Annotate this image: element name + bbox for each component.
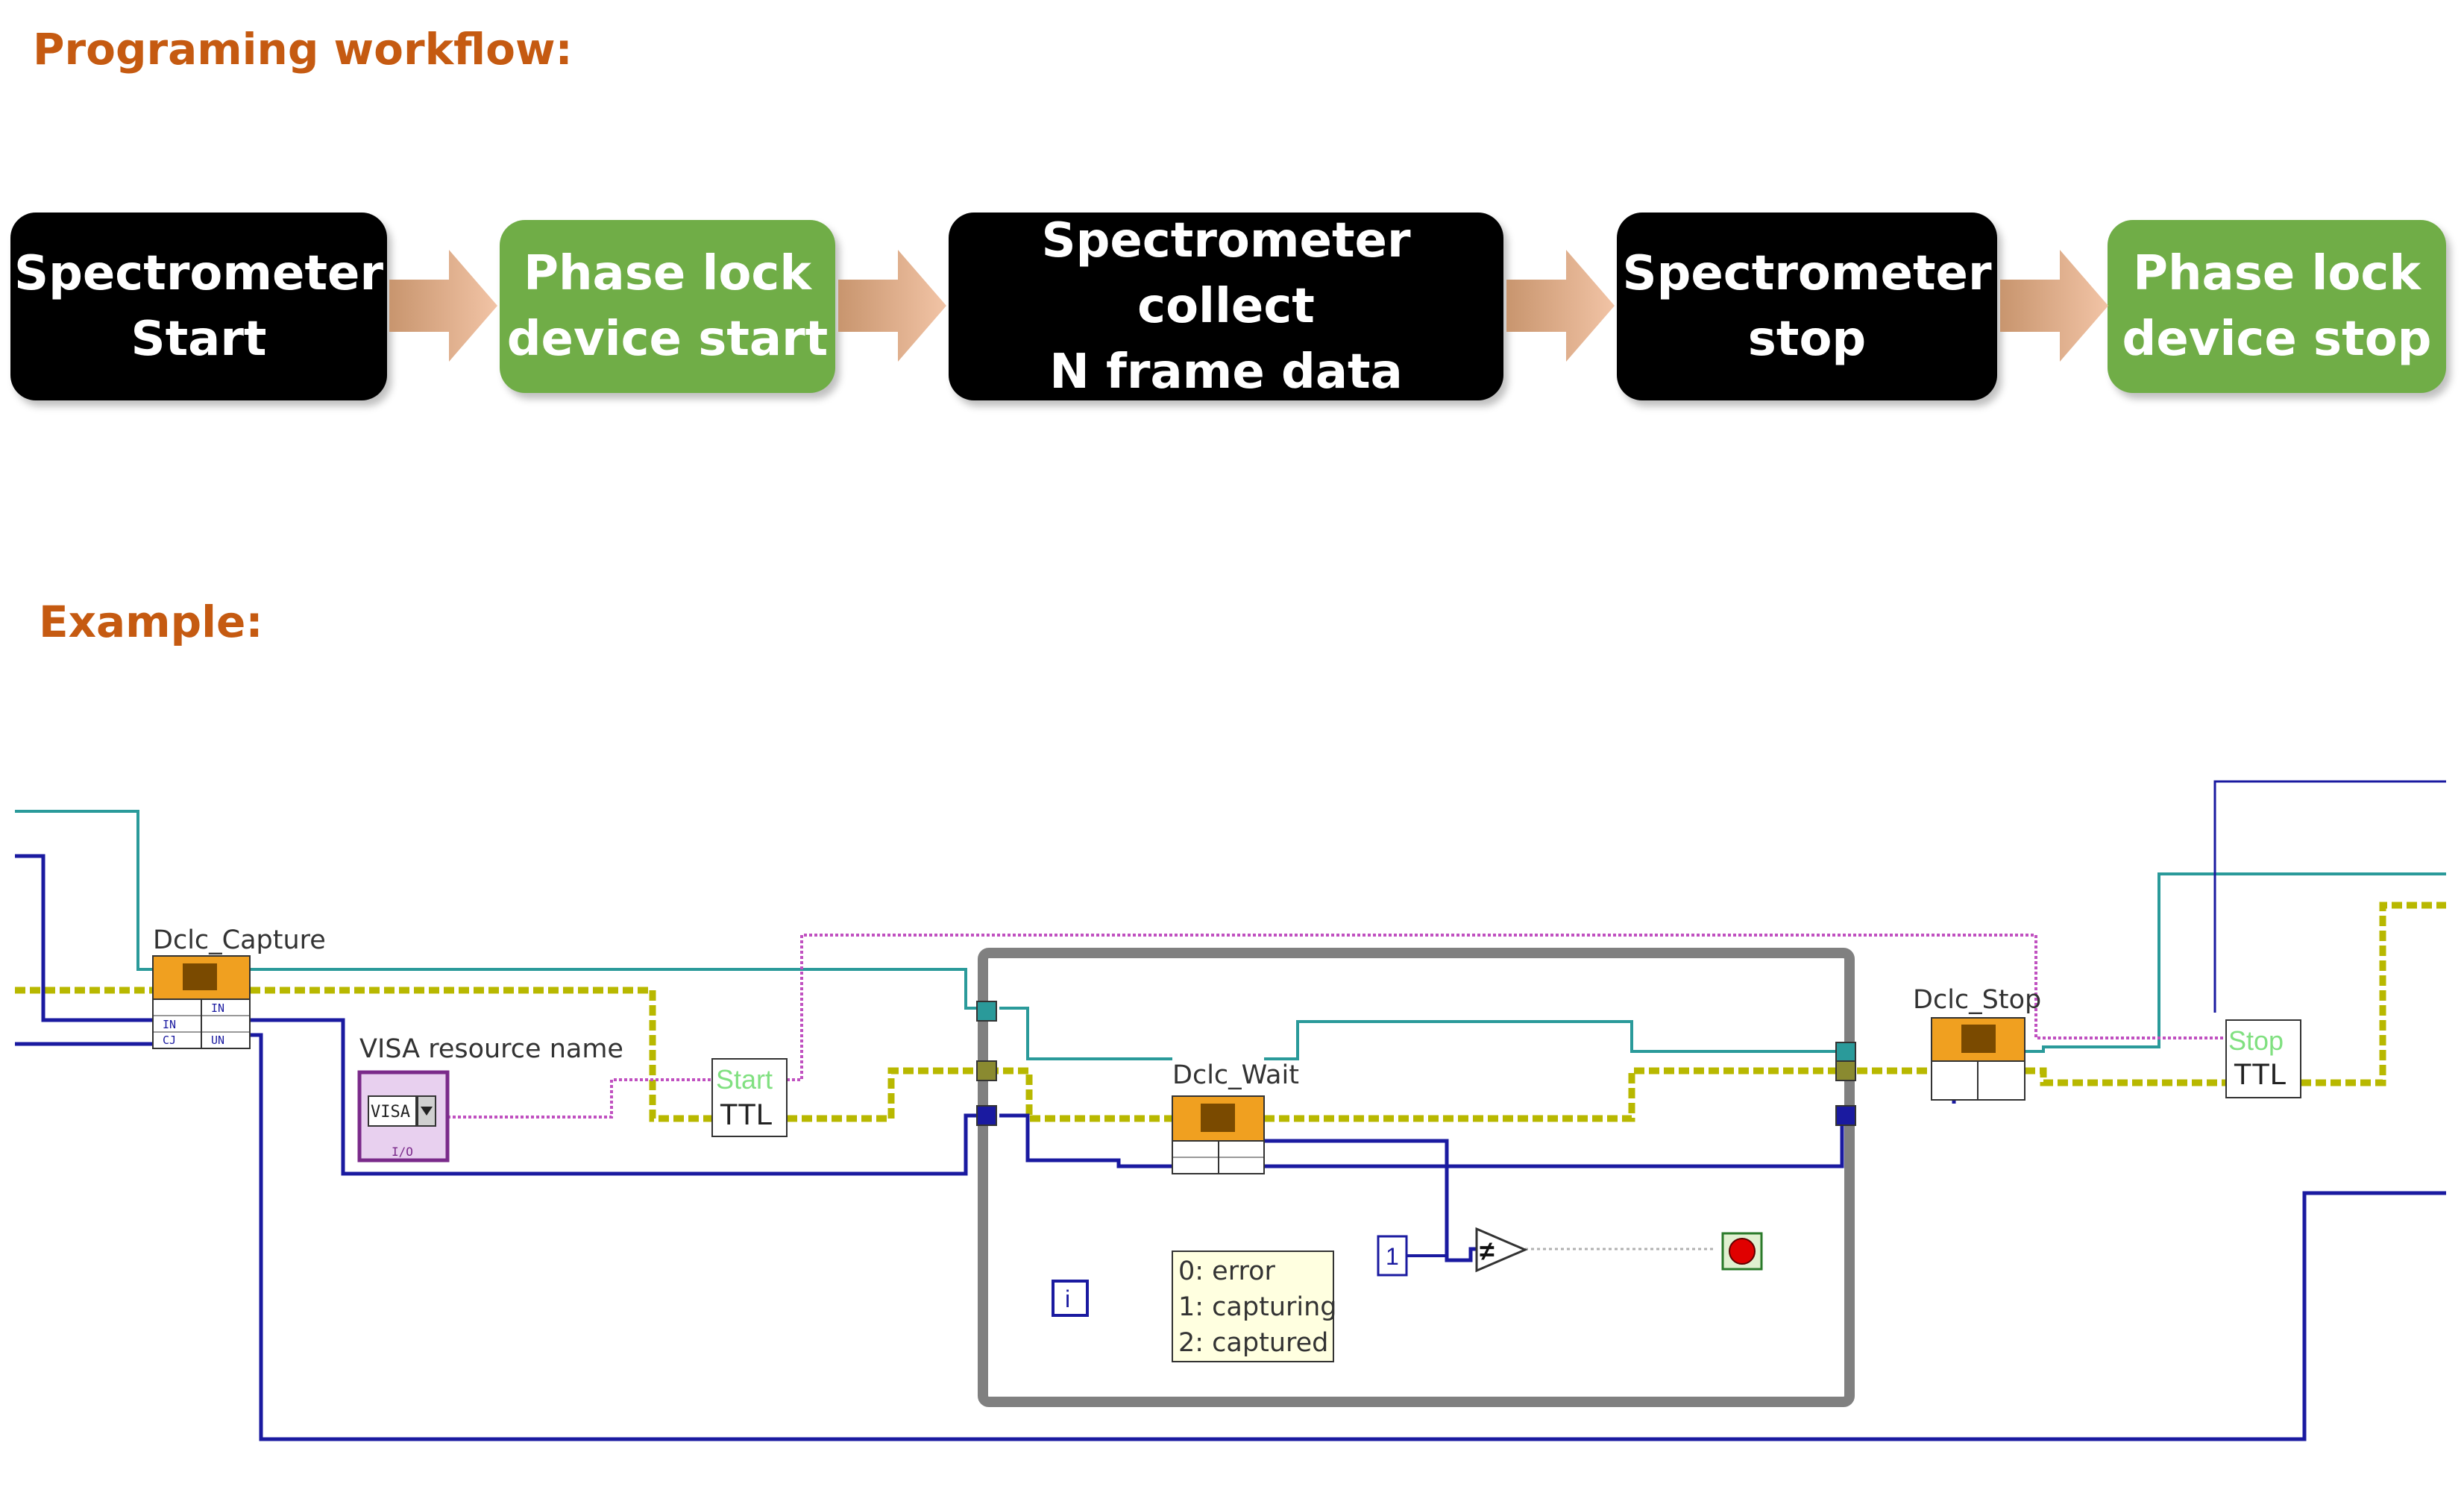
iteration-terminal: i [1052, 1280, 1089, 1317]
legend-line: 0: error [1178, 1256, 1276, 1286]
visa-resource-control[interactable]: VISA I/O [357, 1070, 450, 1163]
numeric-constant[interactable]: 1 [1377, 1235, 1408, 1277]
loop-tunnel [1835, 1105, 1856, 1126]
legend-line: 2: captured [1178, 1328, 1328, 1358]
stop-subvi[interactable] [1931, 1017, 2025, 1101]
terminal-label: CJ [163, 1034, 176, 1047]
step-spectrometer-start: Spectrometer Start [10, 213, 387, 400]
step-spectrometer-stop: Spectrometer stop [1617, 213, 1997, 400]
ttl-text: TTL [720, 1098, 773, 1131]
capture-label: Dclc_Capture [153, 925, 326, 955]
wait-subvi[interactable] [1172, 1095, 1265, 1174]
step-label: Spectrometer collect N frame data [1041, 213, 1411, 400]
terminal-label: IN [211, 1001, 224, 1015]
while-loop [978, 948, 1855, 1407]
wait-label: Dclc_Wait [1172, 1060, 1299, 1090]
step-phase-lock-stop: Phase lock device stop [2108, 220, 2446, 393]
terminal-label: UN [211, 1034, 224, 1047]
arrow-right-icon [389, 250, 497, 362]
ttl-text: TTL [2234, 1058, 2287, 1091]
step-phase-lock-start: Phase lock device start [500, 220, 835, 393]
example-heading: Example: [39, 597, 263, 647]
stop-ttl-node[interactable]: Stop TTL [2225, 1019, 2301, 1098]
stop-text: Stop [2228, 1025, 2284, 1056]
block-diagram: Dclc_Capture IN IN CJ UN VISA resource n… [15, 780, 2446, 1441]
loop-tunnel [1835, 1042, 1856, 1063]
start-text: Start [716, 1064, 773, 1095]
loop-tunnel [976, 1105, 997, 1126]
arrow-right-icon [2000, 250, 2108, 362]
step-label: Phase lock device stop [2122, 246, 2432, 367]
status-legend: 0: error 1: capturing 2: captured [1172, 1251, 1337, 1362]
loop-tunnel [1835, 1060, 1856, 1081]
constant-value: 1 [1386, 1243, 1399, 1270]
string-wire [447, 934, 2226, 1119]
arrow-right-icon [1506, 250, 1615, 362]
iteration-text: i [1065, 1286, 1070, 1312]
loop-tunnel [976, 1060, 997, 1081]
loop-tunnel [976, 1001, 997, 1022]
step-label: Phase lock device start [506, 246, 829, 367]
not-equal-node[interactable]: ≠ [1475, 1227, 1528, 1273]
stop-vi-label: Dclc_Stop [1913, 985, 2041, 1015]
step-spectrometer-collect: Spectrometer collect N frame data [949, 213, 1503, 400]
arrow-right-icon [838, 250, 946, 362]
workflow-heading: Programing workflow: [33, 24, 573, 75]
not-equal-symbol: ≠ [1480, 1236, 1495, 1266]
legend-line: 1: capturing [1178, 1292, 1337, 1322]
start-ttl-node[interactable]: Start TTL [711, 1058, 788, 1137]
capture-subvi[interactable]: IN IN CJ UN [152, 955, 251, 1049]
dropdown-arrow-icon [421, 1107, 433, 1116]
error-wire [15, 902, 2446, 1122]
stop-button-icon[interactable] [1721, 1232, 1763, 1271]
visa-label: VISA resource name [359, 1034, 623, 1064]
step-label: Spectrometer Start [13, 246, 384, 367]
visa-io-text: I/O [392, 1145, 413, 1159]
visa-control-text: VISA [371, 1103, 410, 1122]
terminal-label: IN [163, 1018, 176, 1031]
task-wire [15, 810, 2446, 1060]
step-label: Spectrometer stop [1622, 246, 1992, 367]
